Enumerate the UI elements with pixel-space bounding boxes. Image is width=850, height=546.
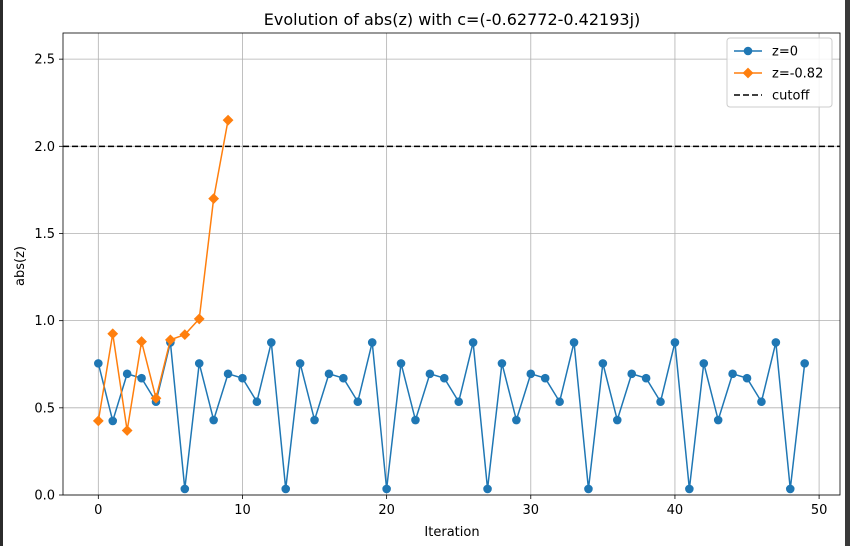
data-point [713,415,723,425]
data-point [555,397,564,407]
data-point [742,373,752,383]
data-point [411,415,420,425]
legend-box [726,37,833,108]
data-point [728,369,737,379]
data-point [194,359,204,368]
data-point [439,373,449,383]
data-point [164,334,176,346]
legend-marker [742,67,754,79]
y-tick-label: 1.0 [34,314,55,329]
x-tick-label: 30 [523,503,540,518]
legend-marker [743,46,753,56]
data-point [180,484,190,494]
data-point [223,369,233,379]
data-point [612,415,622,425]
data-point [94,359,103,368]
data-point [497,359,507,368]
chart-title: Evolution of abs(z) with c=(-0.62772-0.4… [264,10,641,29]
grid-layer [63,33,840,496]
data-point [656,397,665,407]
series-line [97,342,806,489]
data-point [150,392,162,404]
data-point [193,313,205,325]
data-point [468,338,478,347]
x-tick-label: 0 [94,503,102,518]
data-point [396,359,406,368]
data-point [584,484,593,494]
data-point [699,359,709,368]
series-z-neg082 [92,114,234,436]
legend-entry: z=-0.82 [734,67,823,82]
data-point [641,373,651,383]
data-point [785,484,795,494]
data-point [222,114,234,126]
x-tick-label: 50 [811,503,828,518]
data-point [454,397,464,407]
legend-label: z=0 [772,45,798,60]
data-point [295,359,305,368]
y-tick-label: 0.0 [34,489,55,504]
data-point [324,369,334,379]
x-tick-label: 40 [667,503,684,518]
data-point [310,415,319,425]
data-point [526,369,536,379]
data-point [382,484,391,494]
data-point [540,373,550,383]
data-point [267,338,276,347]
data-point [108,416,118,426]
data-point [209,415,218,425]
data-point [136,336,147,347]
data-point [512,415,521,425]
data-point [800,359,809,368]
x-tick-label: 20 [378,503,395,518]
legend-entry: cutoff [734,89,810,104]
data-point [757,397,766,407]
window-edge-right [845,0,850,546]
series-layer [92,114,809,494]
window-edge-left [0,0,3,546]
y-tick-label: 2.5 [34,53,55,68]
data-point [92,415,104,427]
data-point [483,484,492,494]
y-tick-label: 2.0 [34,140,55,155]
x-tick-label: 10 [234,503,251,518]
legend-label: cutoff [772,89,810,104]
series-z0 [94,338,809,494]
data-point [107,328,119,340]
data-point [339,373,348,383]
legend: z=0 z=-0.82 cutoff [726,37,833,108]
data-point [367,338,377,347]
y-tick-label: 1.5 [34,227,55,242]
y-axis-label: abs(z) [13,246,28,286]
data-point [353,397,363,407]
plot-frame [62,32,841,496]
data-point [685,484,694,494]
x-axis-label: Iteration [424,525,479,540]
data-point [670,338,680,347]
data-point [252,397,262,407]
data-point [281,484,291,494]
legend-entry: z=0 [734,45,798,60]
data-point [569,338,579,347]
data-point [179,329,191,341]
data-point [208,193,220,205]
data-point [627,369,636,379]
data-point [137,373,146,383]
data-point [598,359,608,368]
data-point [122,369,132,379]
legend-label: z=-0.82 [772,67,823,82]
data-point [238,373,247,383]
data-point [425,369,435,379]
data-point [771,338,781,347]
data-point [121,425,133,436]
y-tick-label: 0.5 [34,401,55,416]
axes-layer: 0 10 20 30 40 50 0.0 0.5 1.0 1.5 2.0 2.5 [34,32,841,518]
series-line [97,120,229,431]
